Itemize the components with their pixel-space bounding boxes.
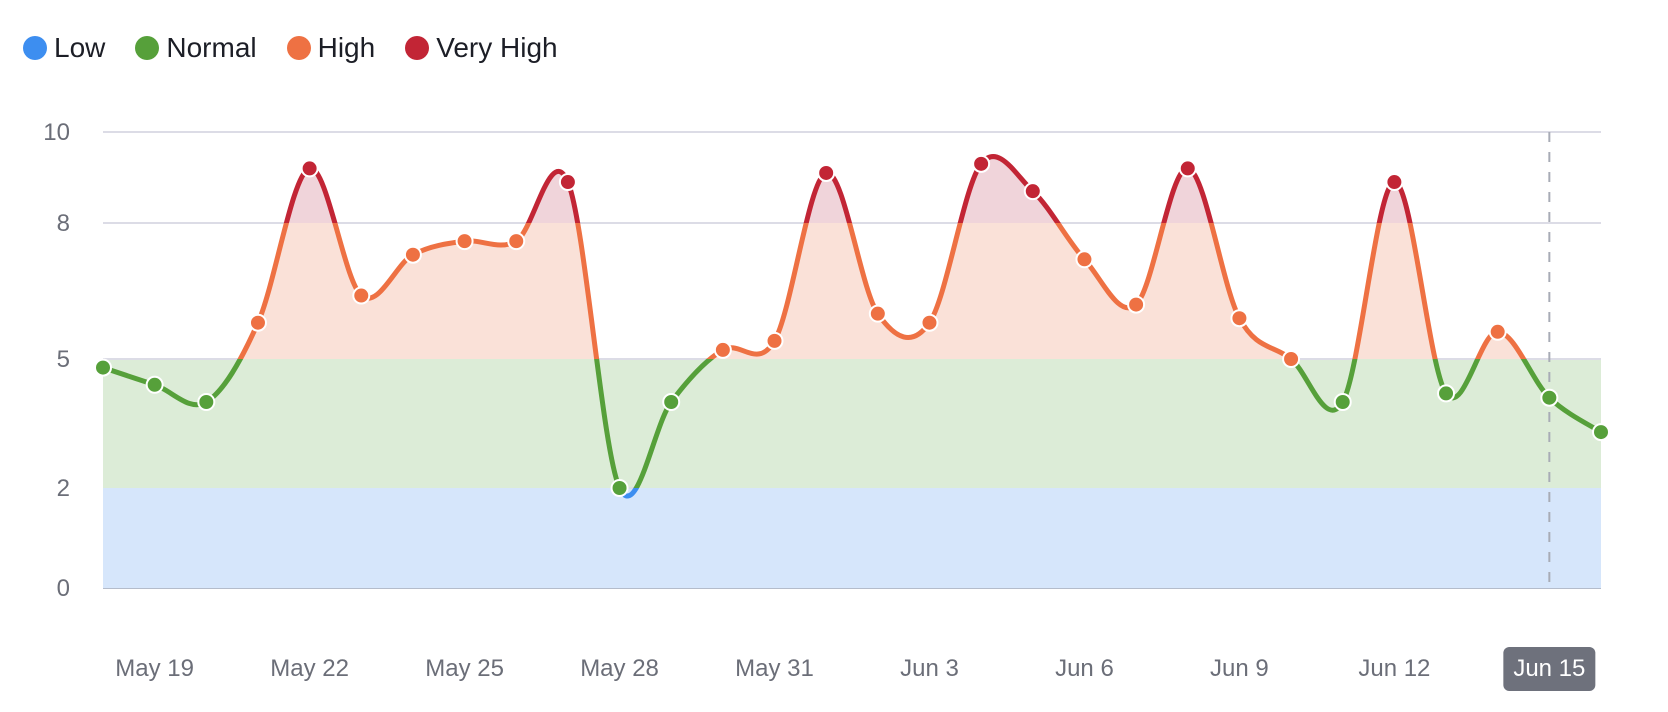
chart-legend: Low Normal High Very High — [23, 30, 588, 66]
x-tick-label: Jun 3 — [900, 655, 959, 682]
data-point[interactable] — [920, 313, 939, 332]
y-tick-label: 10 — [43, 119, 70, 146]
x-tick-label: May 31 — [735, 655, 814, 682]
band-fill-very-high — [286, 156, 1410, 223]
y-tick-label: 0 — [57, 575, 70, 602]
legend-item-high[interactable]: High — [286, 30, 376, 66]
data-point[interactable] — [403, 245, 422, 264]
data-point[interactable] — [817, 163, 836, 182]
y-axis: 0 2 5 8 10 — [43, 119, 70, 602]
legend-item-low[interactable]: Low — [23, 30, 105, 66]
data-point[interactable] — [972, 154, 991, 173]
band-fill-high — [240, 223, 1524, 359]
legend-label-low: Low — [54, 32, 106, 63]
data-point[interactable] — [300, 159, 319, 178]
highlighted-x-badge — [1503, 647, 1596, 691]
data-point[interactable] — [1127, 295, 1146, 314]
x-tick-label: May 19 — [115, 655, 194, 682]
data-point[interactable] — [558, 173, 577, 192]
high-dot-icon — [286, 36, 311, 60]
data-point[interactable] — [868, 304, 887, 323]
x-tick-label: May 28 — [580, 655, 659, 682]
data-point[interactable] — [1075, 250, 1094, 269]
data-point[interactable] — [352, 286, 371, 305]
data-points — [94, 154, 1610, 497]
very-high-dot-icon — [405, 36, 430, 60]
legend-label-high: High — [317, 32, 376, 63]
data-point[interactable] — [1333, 393, 1352, 411]
legend-item-normal[interactable]: Normal — [135, 30, 257, 66]
legend-label-normal: Normal — [166, 32, 257, 63]
data-point[interactable] — [145, 375, 164, 394]
data-point[interactable] — [94, 358, 112, 377]
band-fill-low — [103, 488, 1601, 588]
data-point[interactable] — [1592, 423, 1610, 442]
data-point[interactable] — [765, 331, 784, 350]
data-point[interactable] — [1178, 159, 1197, 178]
x-tick-label: Jun 6 — [1055, 655, 1114, 682]
x-tick-label: Jun 12 — [1358, 655, 1430, 682]
data-point[interactable] — [1023, 182, 1042, 201]
x-tick-label: May 22 — [270, 655, 349, 682]
data-point[interactable] — [1540, 388, 1559, 407]
data-point[interactable] — [610, 479, 629, 497]
data-point[interactable] — [197, 393, 216, 411]
legend-label-very-high: Very High — [436, 32, 558, 63]
data-point[interactable] — [713, 340, 732, 359]
data-point[interactable] — [1282, 350, 1301, 368]
data-point[interactable] — [1437, 384, 1456, 403]
x-tick-label: Jun 9 — [1210, 655, 1269, 682]
x-tick-label: May 25 — [425, 655, 504, 682]
data-point[interactable] — [662, 393, 681, 411]
data-point[interactable] — [1385, 173, 1404, 192]
x-tick-label: Jun 15 — [1513, 655, 1585, 682]
data-point[interactable] — [507, 232, 526, 251]
y-tick-label: 5 — [57, 346, 70, 373]
data-point[interactable] — [1488, 322, 1507, 341]
data-point[interactable] — [248, 313, 267, 332]
y-tick-label: 8 — [57, 210, 70, 237]
low-dot-icon — [23, 36, 47, 60]
y-tick-label: 2 — [57, 475, 70, 502]
band-fill-normal — [103, 359, 1601, 488]
data-point[interactable] — [455, 232, 474, 251]
data-point[interactable] — [1230, 309, 1249, 328]
x-axis: May 19 May 22 May 25 May 28 May 31 Jun 3 Jun 6… — [115, 647, 1596, 691]
normal-dot-icon — [135, 36, 160, 60]
legend-item-very-high[interactable]: Very High — [405, 30, 558, 66]
area-fill — [103, 156, 1601, 588]
